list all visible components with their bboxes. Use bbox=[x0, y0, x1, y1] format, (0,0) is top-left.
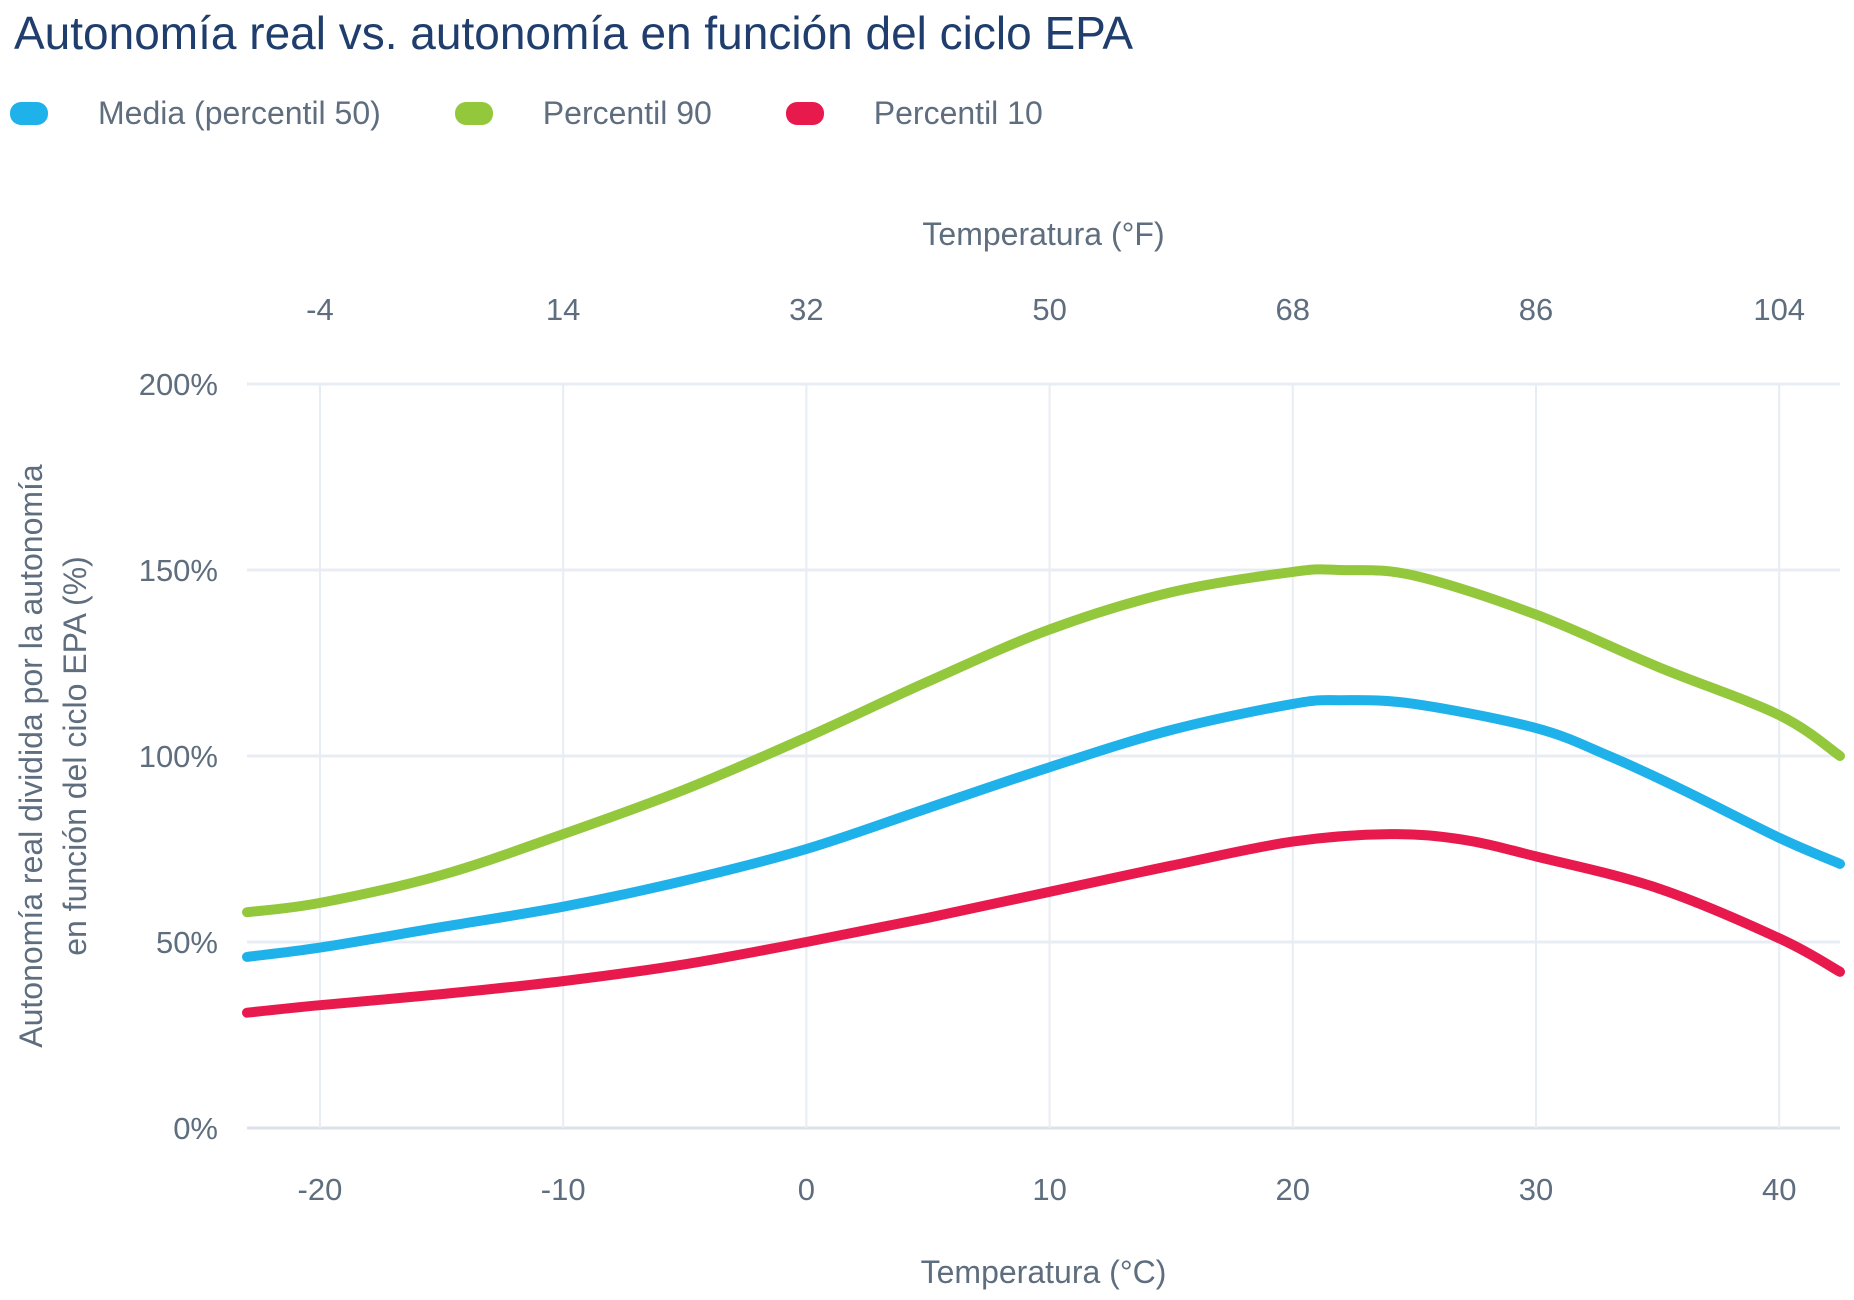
y-axis-title-line-1: Autonomía real dividida por la autonomía bbox=[13, 464, 49, 1048]
legend-item-percentil-90[interactable]: Percentil 90 bbox=[454, 95, 712, 131]
bottom-axis-tick-label: 40 bbox=[1762, 1172, 1796, 1207]
y-axis-tick-label: 100% bbox=[139, 739, 218, 774]
bottom-axis-title: Temperatura (°C) bbox=[921, 1254, 1167, 1290]
legend-label: Percentil 10 bbox=[873, 95, 1043, 131]
bottom-axis-tick-label: 10 bbox=[1032, 1172, 1066, 1207]
top-axis-tick-label: -4 bbox=[306, 292, 334, 327]
legend: Media (percentil 50) Percentil 90 Percen… bbox=[10, 97, 1043, 129]
y-axis-tick-label: 200% bbox=[139, 367, 218, 402]
top-axis-tick-label: 86 bbox=[1519, 292, 1553, 327]
top-axis-title: Temperatura (°F) bbox=[922, 216, 1164, 252]
legend-label: Media (percentil 50) bbox=[98, 95, 381, 131]
y-axis-title-line-2: en función del ciclo EPA (%) bbox=[57, 556, 93, 956]
bottom-axis-tick-label: 30 bbox=[1519, 1172, 1553, 1207]
series-line-media-percentil-50 bbox=[242, 695, 1845, 962]
bottom-axis-tick-label: -20 bbox=[298, 1172, 343, 1207]
bottom-axis-tick-label: 0 bbox=[798, 1172, 815, 1207]
top-axis-tick-label: 32 bbox=[789, 292, 823, 327]
top-axis-tick-label: 104 bbox=[1753, 292, 1805, 327]
y-axis-tick-label: 50% bbox=[156, 925, 218, 960]
legend-label: Percentil 90 bbox=[542, 95, 712, 131]
legend-item-percentil-10[interactable]: Percentil 10 bbox=[785, 95, 1043, 131]
legend-swatch-green-icon bbox=[454, 101, 493, 125]
top-axis-tick-label: 68 bbox=[1276, 292, 1310, 327]
top-axis-tick-label: 14 bbox=[546, 292, 580, 327]
top-axis-tick-label: 50 bbox=[1032, 292, 1066, 327]
chart-title: Autonomía real vs. autonomía en función … bbox=[14, 7, 1134, 59]
series-line-percentil-10 bbox=[242, 829, 1845, 1018]
y-axis-tick-label: 0% bbox=[173, 1111, 218, 1146]
legend-swatch-red-icon bbox=[785, 101, 824, 125]
bottom-axis-tick-label: -10 bbox=[541, 1172, 586, 1207]
bottom-axis-tick-label: 20 bbox=[1276, 1172, 1310, 1207]
legend-item-media-p50[interactable]: Media (percentil 50) bbox=[10, 97, 381, 129]
legend-swatch-blue-icon bbox=[10, 101, 48, 125]
y-axis-tick-label: 150% bbox=[139, 553, 218, 588]
series-line-percentil-90 bbox=[242, 564, 1845, 918]
